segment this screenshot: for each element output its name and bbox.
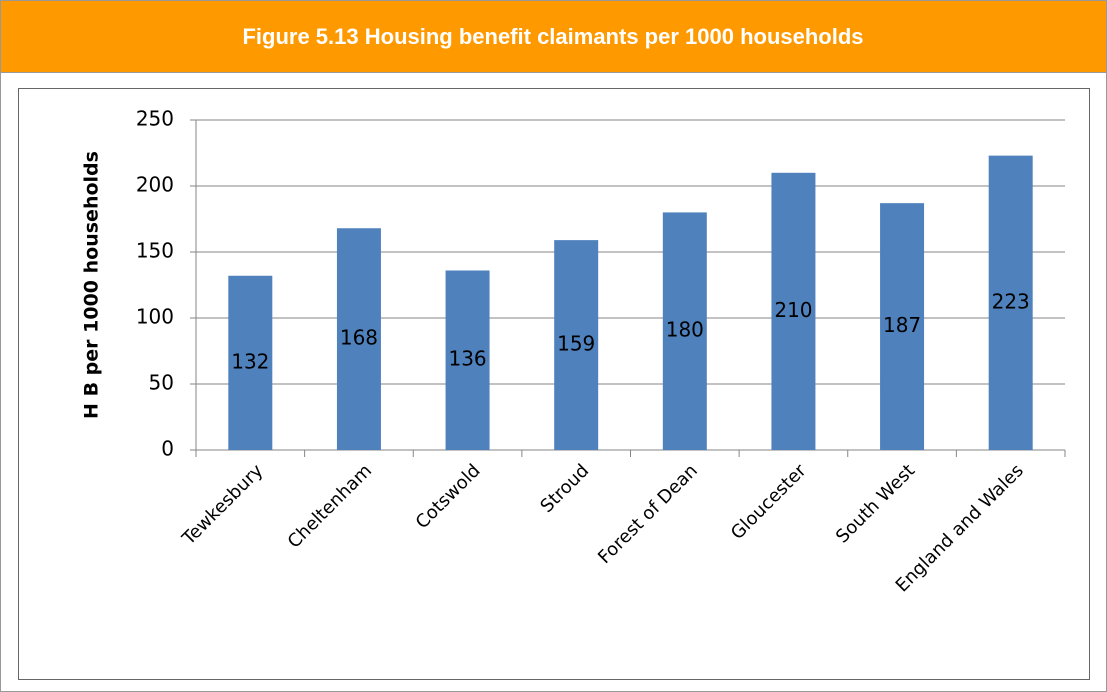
y-tick-label: 250: [136, 107, 174, 131]
bar: [662, 212, 707, 450]
bar: [336, 228, 381, 450]
bar: [880, 203, 925, 450]
bar: [228, 275, 273, 450]
data-label: 187: [883, 313, 921, 337]
data-label: 223: [992, 289, 1030, 313]
data-label: 180: [666, 318, 704, 342]
y-tick-label: 150: [136, 239, 174, 263]
bar: [445, 270, 490, 450]
bar: [554, 240, 599, 450]
header: [0, 0, 1107, 73]
data-label: 132: [231, 349, 269, 373]
data-label: 168: [340, 326, 378, 350]
bar: [771, 172, 816, 451]
y-tick-label: 50: [149, 371, 174, 395]
y-tick-label: 200: [136, 173, 174, 197]
y-axis-label: H B per 1000 households: [81, 151, 103, 419]
chart-title: Figure 5.13 Housing benefit claimants pe…: [242, 24, 863, 49]
data-label: 159: [557, 332, 595, 356]
y-tick-label: 0: [161, 437, 174, 461]
data-label: 136: [448, 347, 486, 371]
bar: [988, 155, 1033, 450]
data-label: 210: [774, 298, 812, 322]
y-tick-label: 100: [136, 305, 174, 329]
